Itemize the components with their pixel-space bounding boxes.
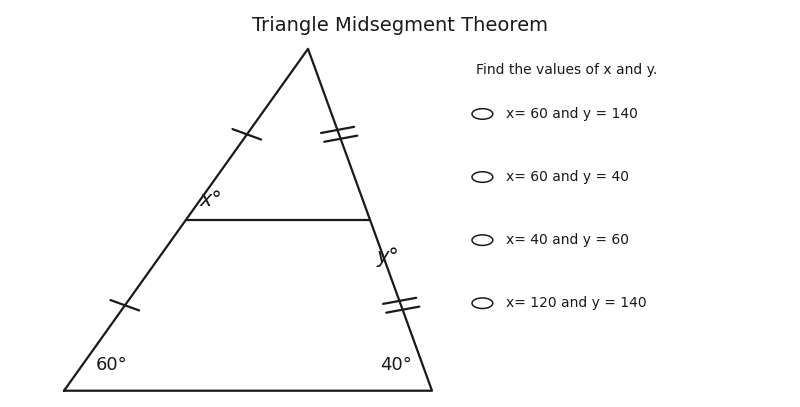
Text: x= 60 and y = 140: x= 60 and y = 140 bbox=[506, 107, 638, 121]
Text: 60°: 60° bbox=[96, 357, 128, 374]
Text: x°: x° bbox=[200, 190, 223, 210]
Text: Triangle Midsegment Theorem: Triangle Midsegment Theorem bbox=[252, 16, 548, 35]
Text: x= 40 and y = 60: x= 40 and y = 60 bbox=[506, 233, 630, 247]
Text: y°: y° bbox=[377, 247, 400, 267]
Text: Find the values of x and y.: Find the values of x and y. bbox=[476, 63, 658, 77]
Text: x= 120 and y = 140: x= 120 and y = 140 bbox=[506, 296, 647, 310]
Text: 40°: 40° bbox=[380, 357, 412, 374]
Text: x= 60 and y = 40: x= 60 and y = 40 bbox=[506, 170, 630, 184]
